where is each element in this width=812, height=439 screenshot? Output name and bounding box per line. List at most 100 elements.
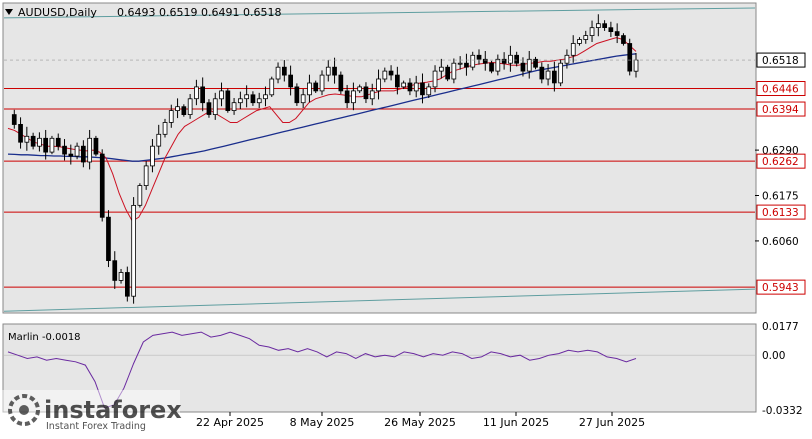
candle (464, 53, 469, 76)
candle (614, 23, 620, 44)
candle-body (319, 74, 325, 92)
candle-body (62, 145, 67, 155)
candle-body (143, 165, 149, 186)
candle (37, 132, 42, 152)
candle-body (432, 70, 438, 88)
candle (18, 117, 23, 149)
level-label-box-3 (756, 204, 806, 220)
candle-body (602, 23, 608, 29)
candle-body (18, 124, 23, 143)
candle (200, 77, 205, 112)
candle-body (200, 86, 205, 104)
candle-body (545, 70, 551, 80)
candle-body (37, 137, 42, 147)
candle-body (363, 86, 369, 100)
candle-body (30, 135, 36, 147)
candle-body (325, 66, 331, 76)
candle-body (558, 62, 564, 84)
candle (225, 88, 231, 113)
candle (332, 57, 337, 84)
candle-body (237, 98, 243, 104)
candle (156, 124, 162, 155)
candle (118, 268, 124, 284)
candle-body (43, 137, 49, 153)
candle (564, 49, 570, 69)
time-tick-label-1: 8 May 2025 (290, 416, 355, 429)
candle-body (281, 66, 287, 76)
candle (407, 78, 413, 96)
candle (558, 59, 564, 87)
candle-body (407, 82, 413, 92)
candle-body (93, 137, 99, 155)
candle (470, 51, 476, 71)
candle (150, 139, 155, 173)
candle (489, 60, 494, 74)
candle-body (621, 35, 626, 44)
candle (627, 38, 633, 76)
candle-body (219, 90, 224, 100)
candle (413, 75, 419, 98)
candle (338, 71, 344, 95)
candle (294, 83, 300, 106)
candle (545, 64, 551, 86)
level-label-2: 0.6262 (762, 156, 799, 168)
candle (476, 49, 482, 65)
candle (87, 129, 92, 170)
candle-body (87, 137, 92, 163)
candle (394, 66, 400, 95)
candle (250, 91, 256, 106)
candle-body (55, 137, 61, 147)
collapse-triangle-icon[interactable] (5, 9, 13, 15)
candle-body (68, 153, 74, 157)
candlesticks (11, 14, 639, 304)
candle-body (332, 66, 337, 76)
candle-body (401, 82, 407, 88)
candle (24, 126, 30, 151)
candle (357, 84, 363, 94)
level-label-0: 0.6446 (762, 84, 799, 96)
candle (552, 61, 557, 92)
candle (432, 65, 438, 93)
candle (577, 37, 582, 46)
candle (589, 20, 595, 42)
candle-body (118, 272, 124, 281)
candle (49, 135, 55, 155)
candle-body (288, 74, 294, 88)
candle-body (608, 27, 614, 33)
oscillator-tick-label-2: -0.0332 (762, 405, 803, 417)
candle-body (168, 110, 174, 123)
level-label-1: 0.6394 (762, 104, 799, 116)
candle (313, 80, 319, 94)
candle-body (225, 90, 231, 112)
candle-body (99, 153, 105, 218)
indicator-label: Marlin -0.0018 (8, 332, 81, 343)
candle (319, 70, 325, 96)
candle (457, 56, 463, 70)
candle (30, 132, 36, 150)
candle-body (552, 70, 557, 84)
candle (420, 73, 425, 104)
candle-body (24, 135, 30, 143)
candle (369, 83, 375, 106)
candle-body (633, 59, 639, 72)
candle (533, 56, 538, 70)
candle-body (162, 122, 168, 135)
candle-body (338, 74, 344, 92)
candle (93, 135, 99, 157)
candle (382, 67, 388, 83)
level-label-box-2 (756, 153, 806, 169)
candle-body (382, 70, 388, 80)
candle-body (344, 90, 350, 104)
candle-body (351, 90, 356, 104)
candle (602, 20, 608, 31)
candle-body (451, 62, 457, 80)
candle-body (420, 82, 425, 96)
candle-body (269, 78, 275, 96)
candle-body (275, 66, 281, 80)
oscillator: 0.0177 0.00 -0.0332 (4, 321, 803, 417)
candle (81, 140, 86, 168)
candle-body (445, 66, 451, 80)
candle (520, 57, 526, 77)
candle-body (476, 54, 482, 60)
